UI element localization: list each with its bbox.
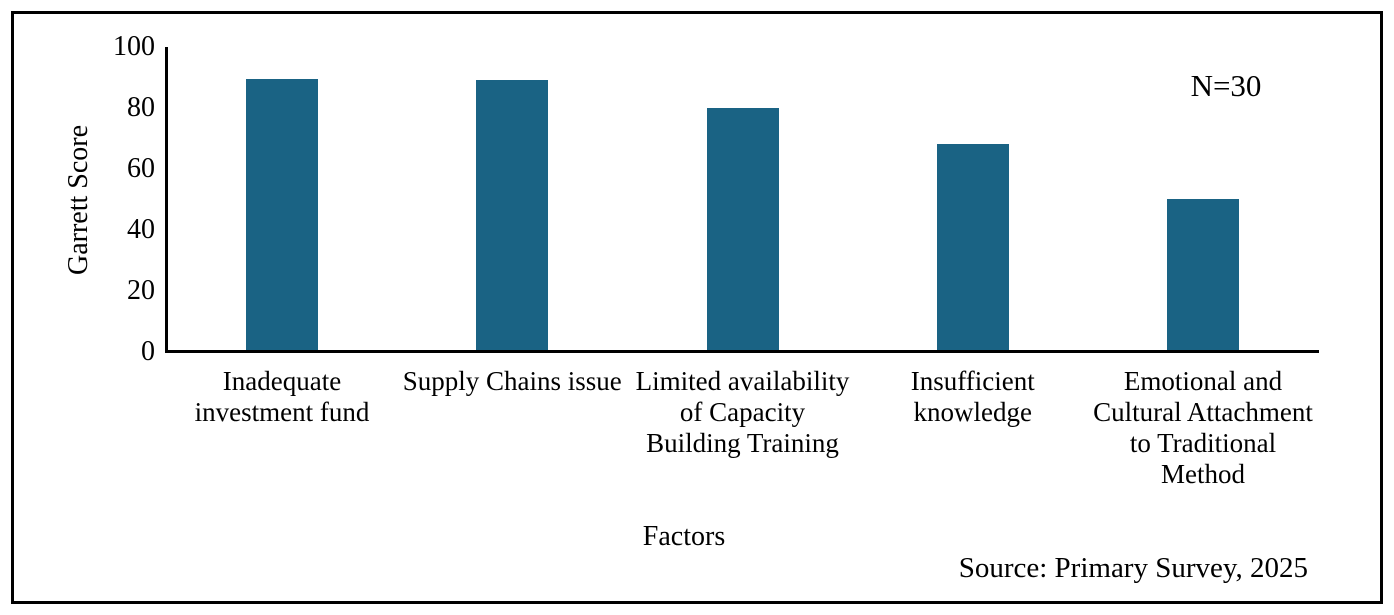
x-axis-line: [165, 350, 1319, 353]
x-category-label: Inadequate investment fund: [194, 366, 370, 427]
figure-border: [11, 11, 1383, 604]
x-category-label: Supply Chains issue: [402, 366, 622, 396]
x-axis-title: Factors: [642, 521, 726, 552]
bar-4: [936, 143, 1009, 350]
y-tick-label: 20: [127, 274, 155, 306]
y-axis-title: Garrett Score: [63, 124, 94, 276]
bar-2: [476, 80, 549, 350]
y-tick-label: 0: [141, 335, 155, 367]
bar-1: [246, 78, 318, 350]
y-tick-label: 100: [113, 31, 155, 62]
x-category-label: Emotional and Cultural Attachment to Tra…: [1093, 366, 1313, 489]
y-axis-line: [165, 47, 168, 353]
y-tick-label: 80: [127, 91, 155, 123]
bars-plot-area: [167, 47, 1319, 350]
sample-size-annotation: N=30: [1190, 68, 1262, 103]
y-tick-label: 40: [127, 213, 155, 245]
x-category-label: Limited availability of Capacity Buildin…: [635, 366, 850, 458]
bar-3: [706, 107, 779, 350]
bar-5: [1167, 198, 1239, 350]
x-category-label: Insufficient knowledge: [910, 366, 1035, 427]
y-tick-label: 60: [127, 152, 155, 184]
source-note: Source: Primary Survey, 2025: [958, 552, 1308, 584]
